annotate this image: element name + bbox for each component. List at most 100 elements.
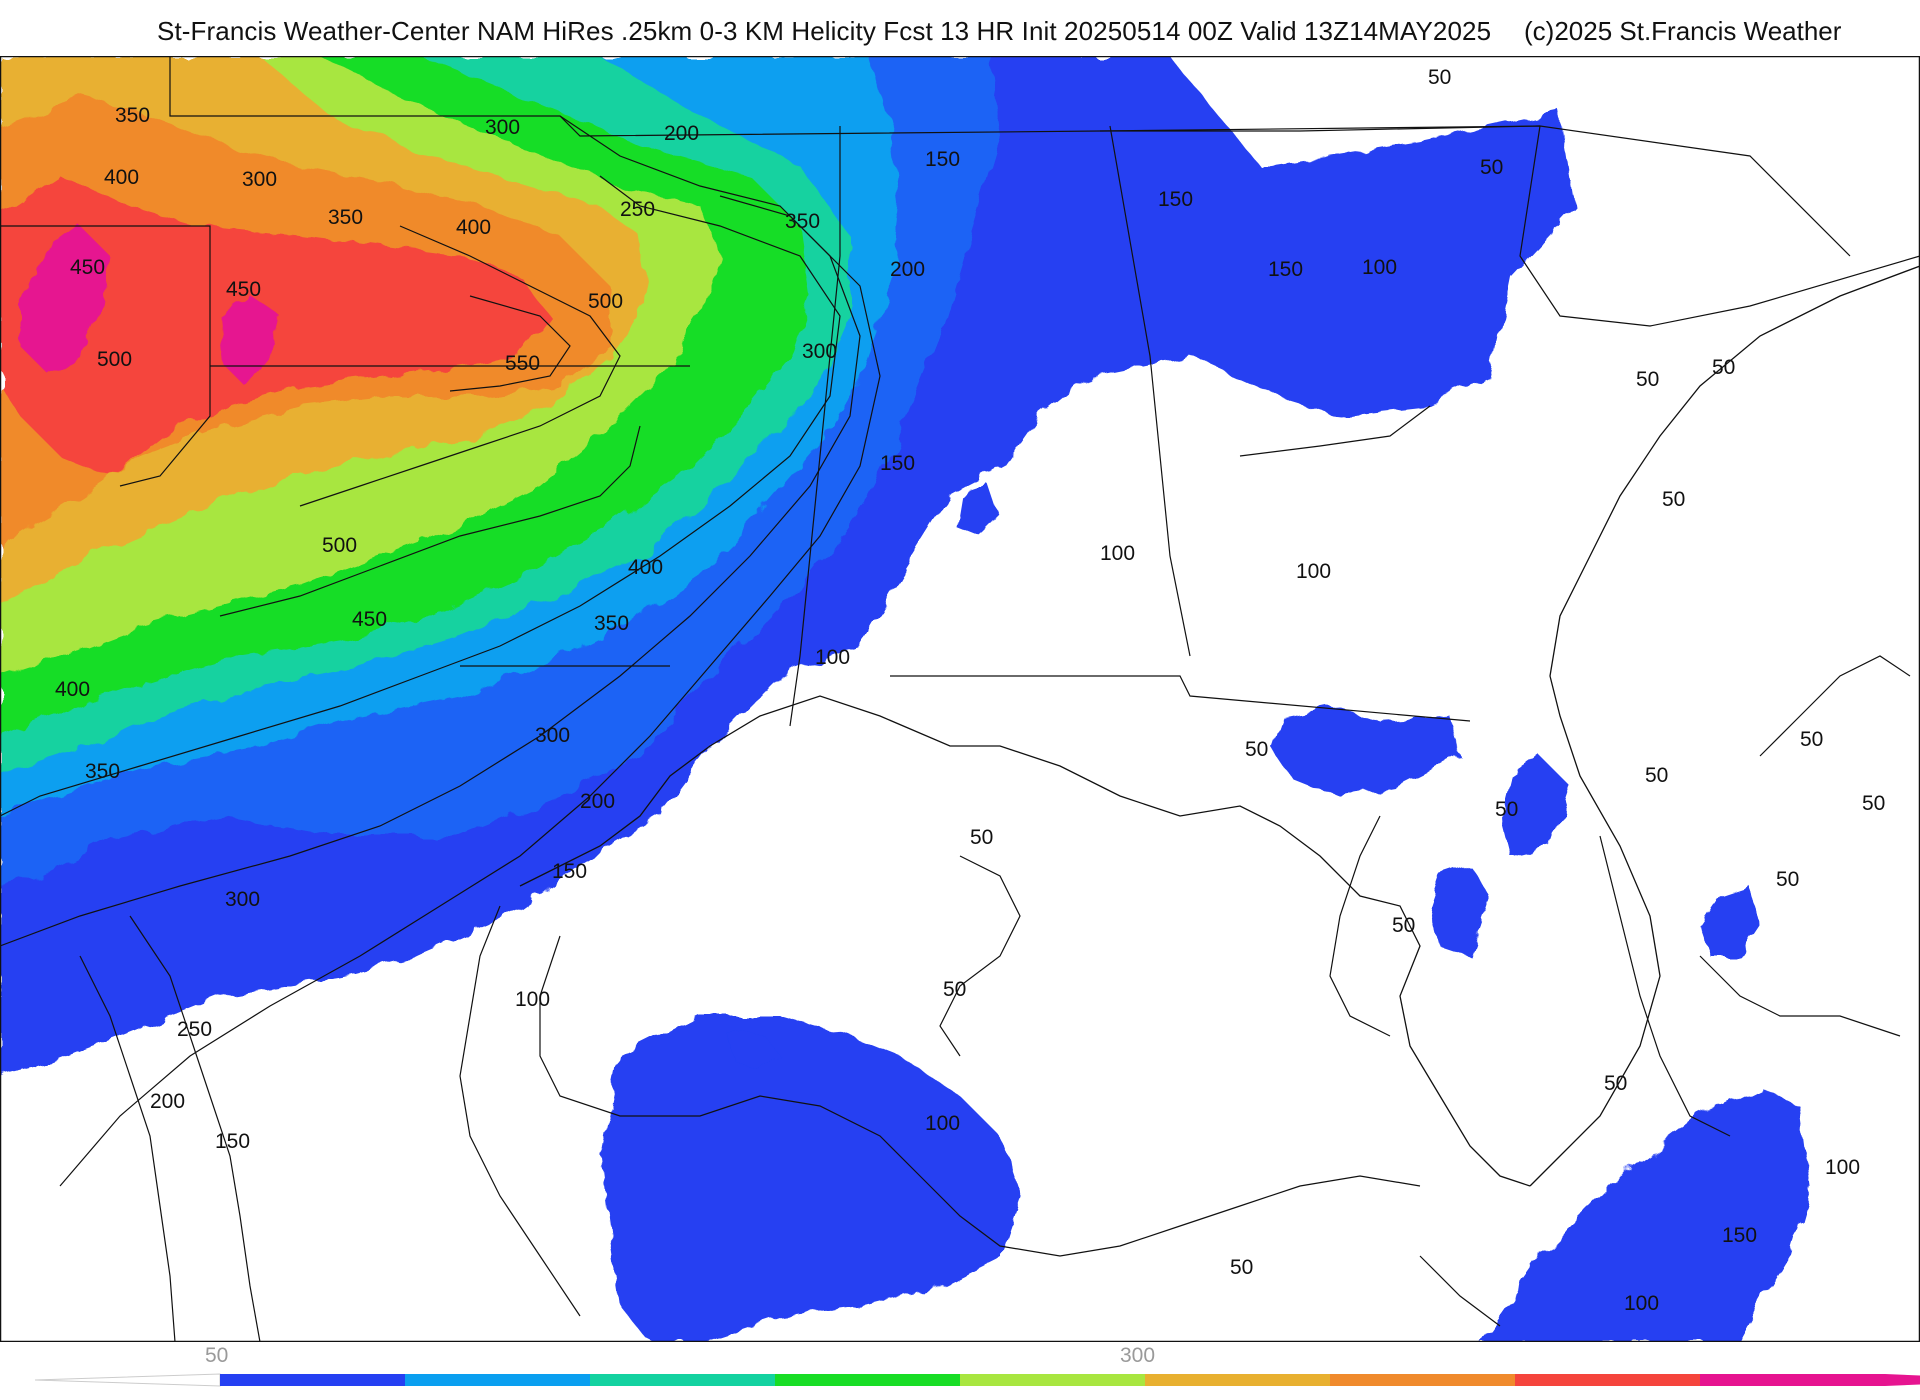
contour-label: 50 <box>1245 738 1268 761</box>
contour-label: 50 <box>1480 156 1503 179</box>
contour-label: 50 <box>1230 1256 1253 1279</box>
state-line-carolinas <box>1519 125 1920 327</box>
contour-label: 200 <box>890 258 925 281</box>
helicity-band-500-b <box>220 296 280 386</box>
contour-label: 350 <box>85 760 120 783</box>
contour-label: 250 <box>177 1018 212 1041</box>
contour-label: 100 <box>925 1112 960 1135</box>
helicity-cell-gulf-small <box>730 1031 780 1071</box>
colorbar-swatch <box>1515 1374 1700 1386</box>
contour-label: 150 <box>925 148 960 171</box>
contour-label: 100 <box>1825 1156 1860 1179</box>
contour-line <box>449 295 571 392</box>
contour-label: 50 <box>1662 488 1685 511</box>
contour-label: 150 <box>1158 188 1193 211</box>
helicity-shading <box>0 56 1810 1342</box>
helicity-cell-south-florida <box>1480 1086 1810 1342</box>
colorbar-left-arrow <box>34 1373 221 1387</box>
contour-label: 550 <box>505 352 540 375</box>
contour-label: 300 <box>242 168 277 191</box>
helicity-cell-florida-central <box>1430 866 1490 956</box>
helicity-cell-north-florida <box>1270 706 1460 796</box>
contour-label: 150 <box>215 1130 250 1153</box>
coastline <box>519 265 1920 1187</box>
colorbar-swatch <box>1145 1374 1330 1386</box>
contour-label: 300 <box>485 116 520 139</box>
helicity-map: 350 400 300 300 350 400 450 450 200 250 … <box>0 56 1920 1342</box>
contour-label: 50 <box>1428 66 1451 89</box>
contour-label: 450 <box>70 256 105 279</box>
colorbar-swatch <box>590 1374 775 1386</box>
contour-label: 50 <box>1495 798 1518 821</box>
state-line-north <box>169 56 1541 137</box>
helicity-cell-louisiana <box>955 486 1000 536</box>
state-line-al-ga <box>1109 125 1191 657</box>
colorbar-swatch <box>1330 1374 1515 1386</box>
colorbar-tick-label: 50 <box>205 1344 229 1367</box>
contour-label: 250 <box>620 198 655 221</box>
colorbar-swatch <box>1700 1374 1885 1386</box>
contour-label: 500 <box>588 290 623 313</box>
contour-label: 50 <box>1776 868 1799 891</box>
contour-label: 150 <box>1722 1224 1757 1247</box>
contour-label: 200 <box>150 1090 185 1113</box>
contour-label: 200 <box>664 122 699 145</box>
contour-label: 50 <box>1862 792 1885 815</box>
contour-label: 450 <box>352 608 387 631</box>
contour-line <box>0 175 841 817</box>
contour-label: 50 <box>1636 368 1659 391</box>
contour-label: 300 <box>225 888 260 911</box>
contour-line <box>1419 1255 1501 1327</box>
contour-label: 300 <box>535 724 570 747</box>
colorbar-swatch <box>960 1374 1145 1386</box>
contour-label: 400 <box>55 678 90 701</box>
contour-label: 50 <box>1604 1072 1627 1095</box>
contour-line <box>539 935 1421 1257</box>
colorbar-right-arrow <box>1885 1374 1920 1386</box>
helicity-cell-atlantic <box>1700 886 1760 956</box>
contour-line <box>939 855 1021 1057</box>
contour-label: 150 <box>880 452 915 475</box>
contour-line <box>59 195 881 1187</box>
contour-label: 150 <box>1268 258 1303 281</box>
state-line-ga-fl <box>890 675 1471 722</box>
contour-label: 100 <box>815 646 850 669</box>
contour-line <box>0 115 861 947</box>
contour-label: 50 <box>1392 914 1415 937</box>
contour-line <box>1759 655 1911 757</box>
contour-label: 500 <box>322 534 357 557</box>
helicity-band-500 <box>20 226 110 376</box>
contour-label: 200 <box>580 790 615 813</box>
state-boundaries <box>0 56 1920 727</box>
contour-label: 100 <box>1296 560 1331 583</box>
contour-label: 350 <box>115 104 150 127</box>
contour-labels: 350 400 300 300 350 400 450 450 200 250 … <box>55 66 1885 1315</box>
map-canvas: 350 400 300 300 350 400 450 450 200 250 … <box>0 56 1920 1342</box>
contour-label: 50 <box>970 826 993 849</box>
contour-line <box>1239 405 1431 457</box>
contour-label: 50 <box>1712 356 1735 379</box>
contour-line <box>1329 815 1391 1037</box>
contour-label: 350 <box>785 210 820 233</box>
map-title: St-Francis Weather-Center NAM HiRes .25k… <box>157 16 1492 46</box>
contour-line <box>299 225 621 507</box>
colorbar-swatch <box>775 1374 960 1386</box>
contour-label: 50 <box>1800 728 1823 751</box>
helicity-cell-florida-east <box>1500 756 1570 856</box>
contour-line <box>1699 955 1901 1037</box>
contour-label: 100 <box>1624 1292 1659 1315</box>
contour-label: 300 <box>802 340 837 363</box>
atlantic-coastline <box>1529 265 1920 1187</box>
contour-label: 50 <box>943 978 966 1001</box>
contour-label: 100 <box>1100 542 1135 565</box>
contour-label: 50 <box>1645 764 1668 787</box>
contour-label: 100 <box>1362 256 1397 279</box>
gulf-coastline <box>519 695 1531 1187</box>
contour-label: 400 <box>456 216 491 239</box>
contour-line <box>219 425 641 617</box>
colorbar-swatch <box>220 1374 405 1386</box>
contour-label: 500 <box>97 348 132 371</box>
contour-label: 350 <box>328 206 363 229</box>
copyright-credit: (c)2025 St.Francis Weather <box>1524 16 1842 46</box>
colorbar-swatch <box>405 1374 590 1386</box>
